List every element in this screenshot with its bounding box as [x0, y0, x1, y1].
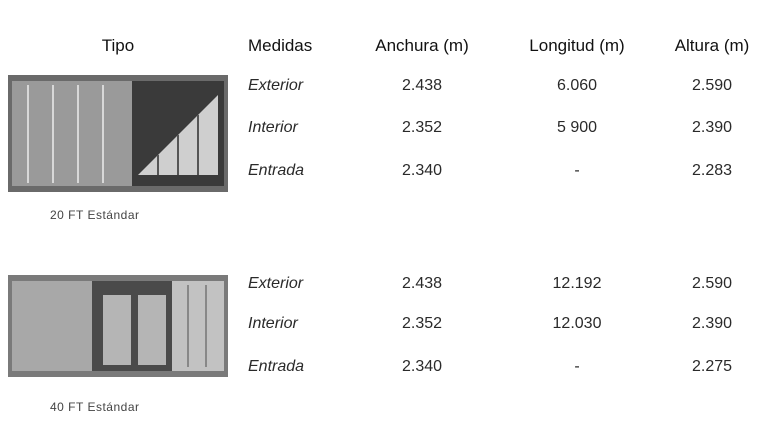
- measure-value: 2.438: [401, 275, 443, 292]
- header-tipo: Tipo: [101, 36, 135, 55]
- container-photo-20ft: [8, 75, 228, 192]
- measure-value: 6.060: [556, 77, 598, 94]
- header-medidas: Medidas: [248, 36, 313, 55]
- measure-name: Exterior: [248, 77, 304, 94]
- measure-value: 2.390: [691, 119, 733, 136]
- measure-value: 2.352: [401, 315, 443, 332]
- container-type: 20 FT Estándar: [50, 208, 140, 222]
- measure-value: 2.275: [691, 358, 733, 375]
- measure-value: 2.352: [401, 119, 443, 136]
- header-anchura: Anchura (m): [375, 36, 469, 55]
- measure-name: Entrada: [248, 162, 305, 179]
- measure-value: 2.340: [401, 162, 443, 179]
- measure-value: -: [574, 358, 580, 375]
- measure-value: 12.030: [552, 315, 602, 332]
- measure-value: 2.590: [691, 77, 733, 94]
- measure-name: Interior: [248, 119, 298, 136]
- container-type: 40 FT Estándar: [50, 400, 140, 414]
- header-longitud: Longitud (m): [529, 36, 625, 55]
- measure-value: 2.390: [691, 315, 733, 332]
- header-altura: Altura (m): [674, 36, 750, 55]
- measure-value: 5 900: [556, 119, 598, 136]
- measure-value: -: [574, 162, 580, 179]
- container-photo-40ft: [8, 275, 228, 377]
- measure-value: 2.340: [401, 358, 443, 375]
- measure-value: 2.590: [691, 275, 733, 292]
- measure-name: Entrada: [248, 358, 305, 375]
- measure-value: 2.283: [691, 162, 733, 179]
- measure-name: Interior: [248, 315, 298, 332]
- measure-name: Exterior: [248, 275, 304, 292]
- measure-value: 12.192: [552, 275, 602, 292]
- measure-value: 2.438: [401, 77, 443, 94]
